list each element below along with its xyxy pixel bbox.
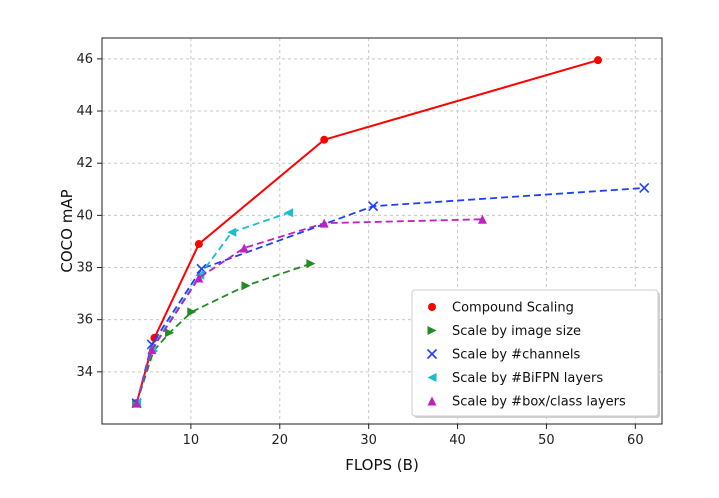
legend-box (411, 289, 659, 417)
x-tick-label: 10 (183, 433, 200, 448)
plot-frame (101, 37, 663, 425)
series-1 (132, 259, 316, 408)
legend-label: Scale by #box/class layers (452, 395, 626, 410)
legend-label: Scale by #BiFPN layers (452, 371, 603, 386)
legend: Compound Scaling Scale by image size Scale… (411, 289, 660, 418)
data-point (227, 227, 237, 237)
legend-marker (427, 396, 437, 406)
data-point (368, 201, 379, 212)
series-4 (132, 214, 487, 408)
legend-label: Scale by image size (452, 324, 581, 339)
y-tick-label: 42 (76, 156, 93, 171)
legend-marker (426, 348, 438, 360)
data-point (639, 182, 650, 194)
series-layer (131, 56, 650, 409)
tick-layer: 10 20 30 40 50 60 34 36 38 40 42 44 46 (76, 52, 643, 448)
data-point (194, 273, 204, 283)
data-point (239, 243, 249, 253)
y-tick-label: 44 (76, 104, 93, 119)
series-line (135, 187, 645, 404)
y-tick-label: 34 (76, 365, 93, 380)
x-tick-label: 40 (449, 433, 466, 448)
data-point (319, 218, 329, 228)
data-point (147, 345, 157, 355)
data-point (241, 281, 251, 291)
data-point (165, 328, 175, 338)
x-tick-label: 50 (538, 433, 555, 448)
x-tick-label: 60 (627, 433, 644, 448)
series-line (135, 218, 483, 404)
x-tick-label: 20 (272, 433, 289, 448)
series-line (135, 211, 289, 404)
data-point (196, 263, 207, 274)
x-axis-label: FLOPS (B) (345, 456, 419, 474)
data-point (194, 240, 203, 249)
y-tick-label: 46 (76, 52, 93, 67)
data-point (132, 398, 142, 408)
x-tick-label: 30 (360, 433, 377, 448)
data-point (306, 259, 316, 269)
data-point (477, 214, 487, 224)
data-point (594, 56, 602, 65)
y-tick-label: 36 (76, 313, 93, 328)
data-point (187, 307, 197, 317)
legend-marker (427, 373, 437, 382)
y-tick-label: 38 (76, 261, 93, 276)
legend-marker (428, 303, 436, 311)
series-3 (132, 208, 294, 408)
grid (102, 38, 662, 424)
y-tick-label: 40 (76, 208, 93, 223)
series-line (135, 262, 312, 404)
data-point (320, 135, 329, 144)
legend-marker (427, 326, 437, 335)
legend-label: Compound Scaling (452, 301, 574, 316)
data-point (284, 208, 294, 218)
y-axis-label: COCO mAP (58, 189, 76, 272)
legend-label: Scale by #channels (452, 348, 581, 363)
